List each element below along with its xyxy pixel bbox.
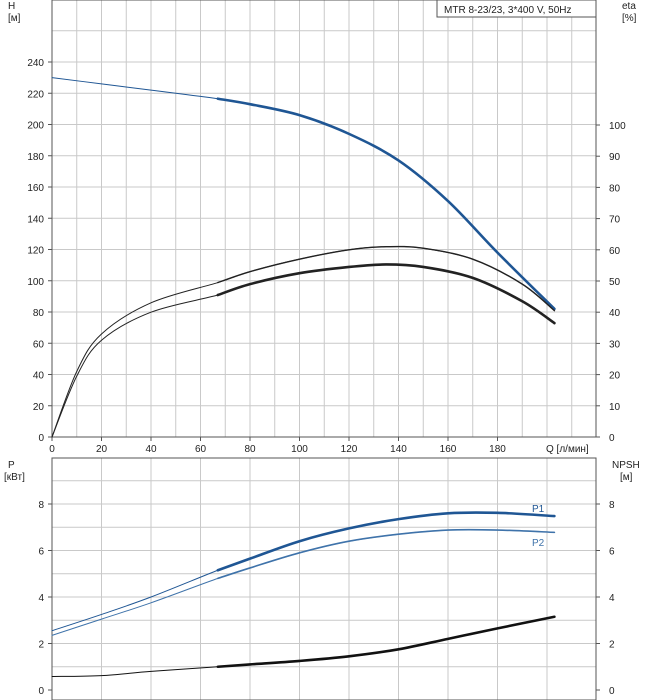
right-y-tick-label: 90 [609,152,621,163]
left-y-tick-label: 20 [33,402,45,413]
bottom-left-y-tick-label: 8 [38,500,44,511]
x-tick-label: 40 [145,444,157,455]
x-tick-label: 180 [489,444,506,455]
right-y-tick-label: 30 [609,339,621,350]
bottom-chart-ticks: 0 2 4 6 8 0 2 4 6 8 [38,500,615,697]
top-right-axis-label: eta [622,1,636,12]
bottom-right-y-tick-label: 0 [609,686,615,697]
power-p2-curve-line [217,528,556,580]
left-y-tick-label: 180 [27,152,44,163]
left-y-tick-label: 160 [27,183,44,194]
top-left-axis-label: H [8,1,15,12]
head-curve-line [216,97,556,311]
right-y-tick-label: 40 [609,308,621,319]
bottom-left-y-tick-label: 2 [38,640,44,651]
bottom-right-y-tick-label: 8 [609,500,615,511]
efficiency-upper-curve-line [217,245,556,312]
x-tick-label: 0 [49,444,55,455]
bottom-right-axis-unit: [м] [620,472,633,483]
right-y-tick-label: 50 [609,277,621,288]
efficiency-upper-curve-thin-line [51,246,555,438]
x-axis-label: Q [л/мин] [546,444,589,455]
chart-title: MTR 8-23/23, 3*400 V, 50Hz [444,5,571,16]
left-y-tick-label: 60 [33,339,45,350]
left-y-tick-label: 80 [33,308,45,319]
top-left-axis-unit: [м] [8,13,21,24]
left-y-tick-label: 220 [27,89,44,100]
left-y-tick-label: 0 [38,433,44,444]
npsh-curve-thin-line [51,616,555,678]
head-curve-thin-line [51,77,555,310]
right-y-tick-label: 100 [609,121,626,132]
efficiency-lower-curve-thin-line [51,263,555,438]
efficiency-lower-curve-line [216,263,556,325]
bottom-right-y-tick-label: 6 [609,547,615,558]
bottom-left-axis-unit: [кВт] [4,472,25,483]
left-y-tick-label: 100 [27,277,44,288]
bottom-right-y-tick-label: 2 [609,640,615,651]
right-y-tick-label: 0 [609,433,615,444]
bottom-left-y-tick-label: 4 [38,593,44,604]
x-tick-label: 160 [440,444,457,455]
right-y-tick-label: 20 [609,371,621,382]
bottom-right-y-tick-label: 4 [609,593,615,604]
series-label-p2: P2 [532,538,545,549]
power-p1-curve-line [216,511,556,572]
right-y-tick-label: 80 [609,183,621,194]
x-tick-label: 80 [244,444,256,455]
top-chart-ticks: 0 20 40 60 80 100 120 140 160 1800204060801001201… [27,58,626,455]
bottom-right-axis-label: NPSH [612,460,640,471]
chart-title-box [436,0,597,18]
bottom-left-y-tick-label: 6 [38,547,44,558]
left-y-tick-label: 140 [27,214,44,225]
series-label-p1: P1 [532,504,545,515]
right-y-tick-label: 60 [609,246,621,257]
x-tick-label: 120 [341,444,358,455]
right-y-tick-label: 70 [609,215,621,226]
x-tick-label: 140 [390,444,407,455]
x-tick-label: 20 [96,444,108,455]
x-tick-label: 60 [195,444,207,455]
top-right-axis-unit: [%] [622,13,637,24]
bottom-left-y-tick-label: 0 [38,686,44,697]
left-y-tick-label: 40 [33,371,45,382]
bottom-chart-series [51,511,556,678]
bottom-chart-frame [51,457,597,700]
right-y-tick-label: 10 [609,402,621,413]
top-chart-grid [52,0,596,437]
bottom-left-axis-label: P [8,460,15,471]
left-y-tick-label: 200 [27,121,44,132]
left-y-tick-label: 120 [27,246,44,257]
npsh-curve-line [216,615,556,669]
bottom-chart-grid [52,458,596,700]
x-tick-label: 100 [291,444,308,455]
power-p2-curve-thin-line [51,529,555,636]
top-chart-series [51,77,556,438]
left-y-tick-label: 240 [27,58,44,69]
top-chart-frame [51,0,597,438]
